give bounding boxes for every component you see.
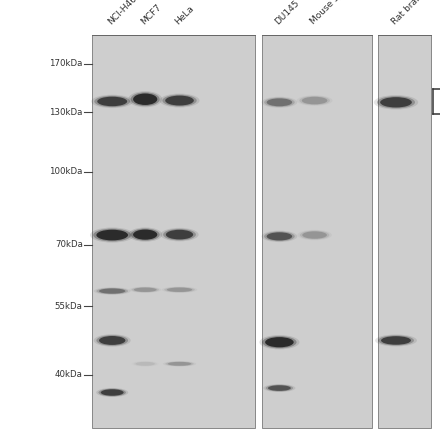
- Ellipse shape: [264, 384, 295, 392]
- Ellipse shape: [134, 362, 157, 366]
- Ellipse shape: [268, 385, 291, 391]
- Ellipse shape: [381, 336, 411, 345]
- Ellipse shape: [133, 93, 158, 105]
- Ellipse shape: [94, 288, 131, 295]
- Ellipse shape: [267, 98, 292, 106]
- Bar: [262, 35, 372, 428]
- Text: 130kDa: 130kDa: [49, 108, 83, 117]
- Ellipse shape: [262, 336, 297, 348]
- Ellipse shape: [96, 388, 128, 397]
- Ellipse shape: [136, 362, 155, 366]
- Ellipse shape: [161, 287, 198, 293]
- Ellipse shape: [91, 95, 133, 108]
- Text: DU145: DU145: [273, 0, 301, 26]
- Ellipse shape: [161, 228, 198, 241]
- Ellipse shape: [165, 362, 194, 366]
- Ellipse shape: [168, 362, 191, 366]
- Text: 100kDa: 100kDa: [49, 168, 83, 176]
- Ellipse shape: [94, 334, 131, 347]
- Ellipse shape: [94, 96, 130, 107]
- Text: Mouse spleen: Mouse spleen: [308, 0, 359, 26]
- Ellipse shape: [99, 336, 125, 345]
- Text: NCI-H460: NCI-H460: [106, 0, 143, 26]
- Bar: [92, 35, 255, 428]
- Ellipse shape: [159, 93, 200, 108]
- Text: Rat brain: Rat brain: [390, 0, 425, 26]
- Ellipse shape: [128, 228, 162, 242]
- Ellipse shape: [163, 361, 196, 366]
- Ellipse shape: [377, 96, 415, 108]
- Ellipse shape: [378, 335, 414, 346]
- Ellipse shape: [132, 361, 159, 366]
- Ellipse shape: [265, 337, 294, 348]
- Ellipse shape: [297, 230, 332, 240]
- Ellipse shape: [162, 94, 197, 107]
- Ellipse shape: [375, 334, 417, 347]
- Text: 55kDa: 55kDa: [55, 302, 83, 311]
- Text: 40kDa: 40kDa: [55, 370, 83, 379]
- Ellipse shape: [261, 231, 297, 242]
- Ellipse shape: [374, 95, 418, 109]
- Ellipse shape: [90, 228, 134, 243]
- Ellipse shape: [96, 288, 128, 294]
- Bar: [378, 35, 431, 428]
- Ellipse shape: [163, 229, 196, 240]
- Ellipse shape: [99, 389, 126, 396]
- Ellipse shape: [166, 230, 193, 239]
- Ellipse shape: [266, 385, 293, 392]
- Ellipse shape: [302, 232, 327, 239]
- Text: 170kDa: 170kDa: [49, 60, 83, 68]
- Ellipse shape: [267, 232, 292, 240]
- Ellipse shape: [264, 97, 295, 107]
- Ellipse shape: [134, 288, 157, 292]
- Ellipse shape: [299, 96, 330, 105]
- Ellipse shape: [302, 97, 327, 105]
- Ellipse shape: [97, 97, 127, 106]
- Text: MCF7: MCF7: [139, 3, 163, 26]
- Ellipse shape: [93, 228, 131, 242]
- Ellipse shape: [99, 288, 125, 294]
- Ellipse shape: [165, 96, 194, 105]
- Ellipse shape: [132, 287, 159, 292]
- Ellipse shape: [167, 288, 192, 292]
- Ellipse shape: [128, 91, 162, 107]
- Ellipse shape: [164, 287, 195, 292]
- Ellipse shape: [261, 97, 297, 108]
- Ellipse shape: [96, 335, 128, 346]
- Text: 70kDa: 70kDa: [55, 240, 83, 249]
- Ellipse shape: [297, 95, 333, 106]
- Text: HeLa: HeLa: [173, 4, 196, 26]
- Ellipse shape: [101, 389, 124, 396]
- Ellipse shape: [260, 335, 300, 349]
- Ellipse shape: [133, 229, 158, 240]
- Ellipse shape: [300, 231, 330, 239]
- Ellipse shape: [131, 92, 160, 106]
- Ellipse shape: [264, 232, 295, 241]
- Ellipse shape: [96, 230, 128, 240]
- Ellipse shape: [131, 228, 160, 241]
- Ellipse shape: [129, 287, 161, 293]
- Ellipse shape: [380, 97, 412, 108]
